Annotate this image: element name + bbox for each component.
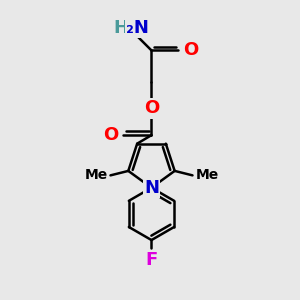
Text: Me: Me [196, 168, 219, 182]
Text: O: O [184, 41, 199, 59]
Text: Me: Me [84, 168, 107, 182]
Text: O: O [144, 99, 159, 117]
Text: O: O [103, 126, 118, 144]
Text: H: H [113, 19, 128, 37]
Text: N: N [144, 179, 159, 197]
Text: ₂N: ₂N [126, 19, 149, 37]
Text: F: F [146, 251, 158, 269]
